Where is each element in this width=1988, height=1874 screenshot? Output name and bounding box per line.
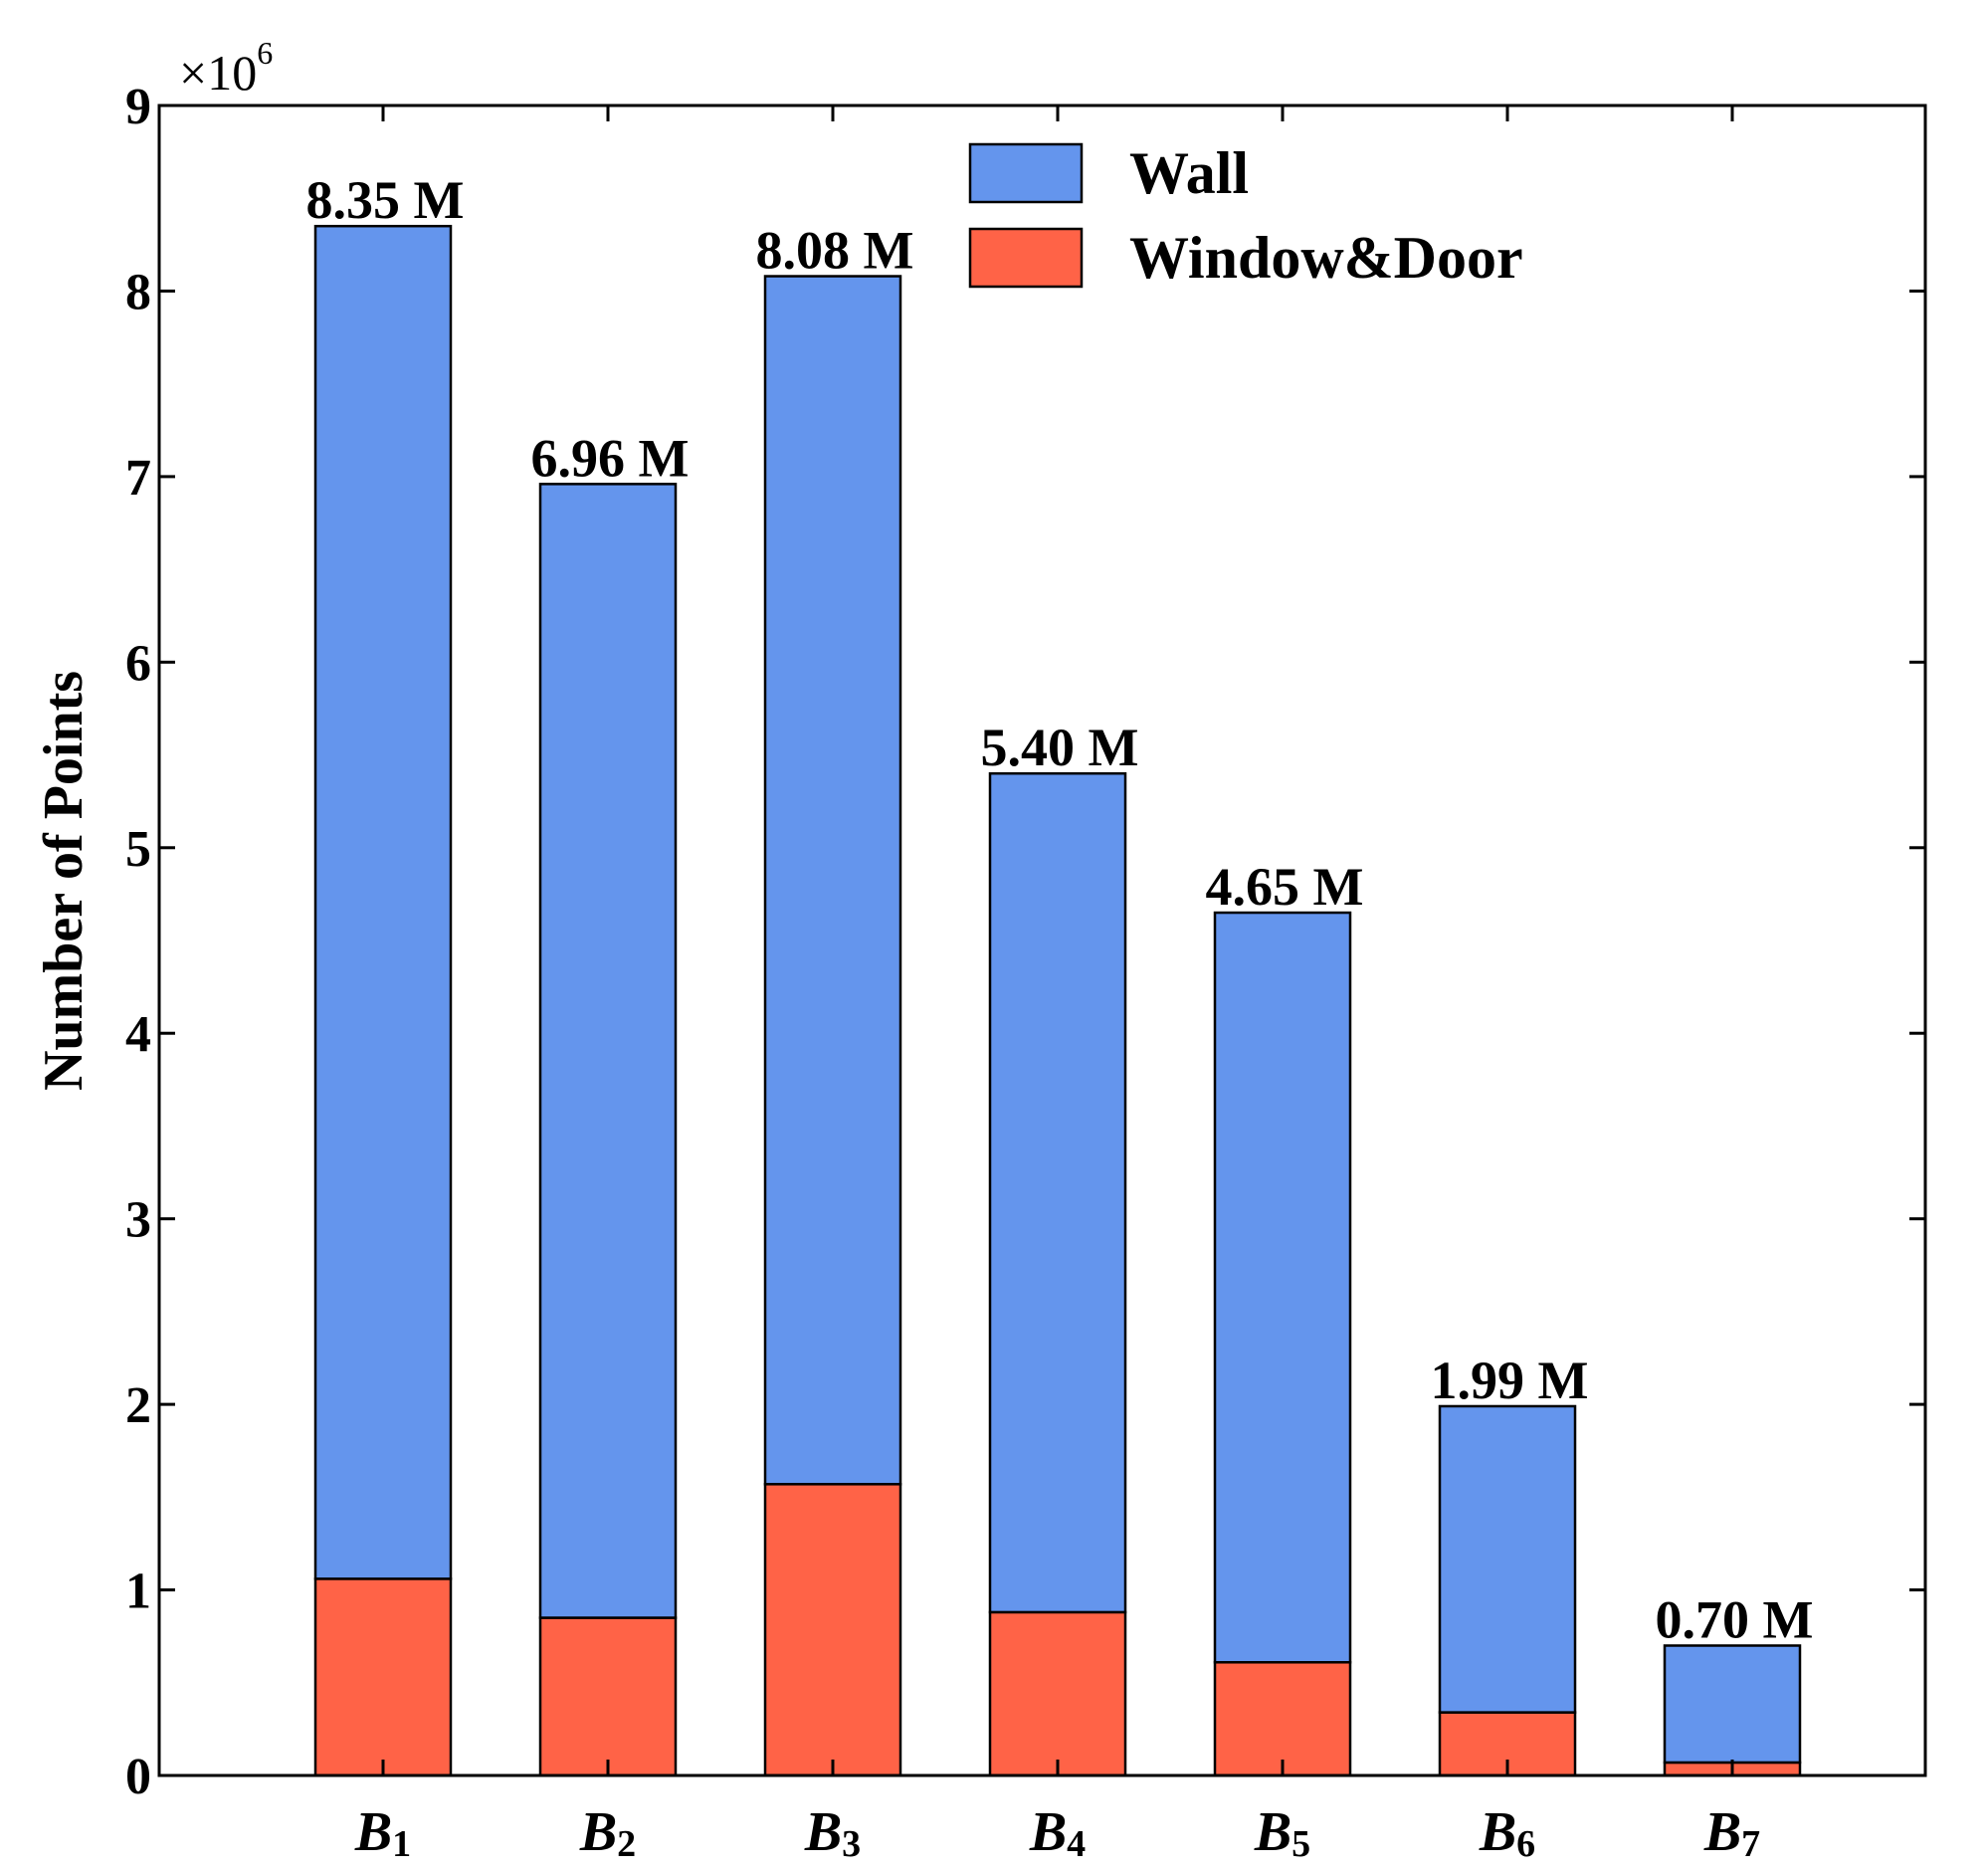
- x-tick-label-subscript: 7: [1741, 1823, 1760, 1865]
- y-tick-label-6: 6: [125, 635, 151, 692]
- x-tick-label-3: B3: [804, 1801, 861, 1865]
- bar-window-door-2: [538, 1616, 678, 1777]
- x-tick-label-letter: B: [1254, 1801, 1292, 1863]
- x-tick-label-letter: B: [579, 1801, 617, 1863]
- legend-label-window-door: Window&Door: [1129, 225, 1523, 291]
- x-tick-label-2: B2: [579, 1801, 636, 1865]
- x-tick-label-subscript: 5: [1292, 1823, 1310, 1865]
- bar-wall-6: [1438, 1404, 1577, 1714]
- x-tick-label-subscript: 4: [1067, 1823, 1086, 1865]
- total-label-4: 5.40 M: [981, 718, 1139, 777]
- total-label-2: 6.96 M: [531, 428, 690, 488]
- x-tick-label-4: B4: [1029, 1801, 1086, 1865]
- x-tick-label-5: B5: [1254, 1801, 1310, 1865]
- ticks-layer: [159, 104, 1925, 1777]
- y-multiplier-exponent: 6: [257, 35, 273, 71]
- x-tick-label-letter: B: [1703, 1801, 1741, 1863]
- bar-window-door-4: [988, 1610, 1127, 1777]
- x-tick-label-subscript: 6: [1516, 1823, 1535, 1865]
- bar-wall-3: [763, 275, 902, 1486]
- total-label-3: 8.08 M: [756, 221, 914, 281]
- total-label-5: 4.65 M: [1206, 857, 1364, 917]
- y-tick-label-4: 4: [125, 1006, 151, 1063]
- bar-window-door-5: [1213, 1661, 1352, 1777]
- y-tick-label-5: 5: [125, 821, 151, 878]
- bar-window-door-3: [763, 1483, 902, 1777]
- y-axis-multiplier: ×106: [179, 35, 273, 101]
- x-tick-label-6: B6: [1479, 1801, 1535, 1865]
- bar-wall-5: [1213, 911, 1352, 1664]
- bar-wall-7: [1663, 1644, 1802, 1765]
- y-tick-label-8: 8: [125, 264, 151, 320]
- y-tick-label-9: 9: [125, 79, 151, 135]
- x-tick-label-subscript: 2: [617, 1823, 636, 1865]
- bar-wall-2: [538, 483, 678, 1619]
- bar-wall-1: [313, 224, 453, 1580]
- x-tick-label-subscript: 3: [842, 1823, 861, 1865]
- x-tick-label-subscript: 1: [392, 1823, 411, 1865]
- legend-swatch-wall: [968, 142, 1084, 204]
- x-tick-label-letter: B: [1029, 1801, 1067, 1863]
- y-tick-label-1: 1: [125, 1563, 151, 1620]
- total-label-7: 0.70 M: [1656, 1589, 1814, 1649]
- y-multiplier-base: ×10: [179, 45, 257, 101]
- legend: Wall Window&Door: [968, 140, 1523, 291]
- bar-window-door-1: [313, 1577, 453, 1777]
- legend-label-wall: Wall: [1129, 140, 1249, 206]
- y-tick-label-3: 3: [125, 1192, 151, 1249]
- plot-frame: [157, 104, 1927, 1777]
- y-tick-label-0: 0: [125, 1749, 151, 1805]
- y-tick-label-2: 2: [125, 1377, 151, 1434]
- x-tick-label-letter: B: [804, 1801, 842, 1863]
- legend-swatch-window-door: [968, 227, 1084, 289]
- total-label-1: 8.35 M: [306, 170, 465, 230]
- x-tick-label-letter: B: [1479, 1801, 1516, 1863]
- x-tick-label-7: B7: [1703, 1801, 1760, 1865]
- total-label-6: 1.99 M: [1431, 1351, 1589, 1410]
- bars-layer: [313, 224, 1802, 1777]
- x-tick-label-1: B1: [354, 1801, 411, 1865]
- y-tick-label-7: 7: [125, 450, 151, 507]
- x-tick-label-letter: B: [354, 1801, 392, 1863]
- y-axis-title: Number of Points: [33, 671, 95, 1091]
- bar-wall-4: [988, 771, 1127, 1614]
